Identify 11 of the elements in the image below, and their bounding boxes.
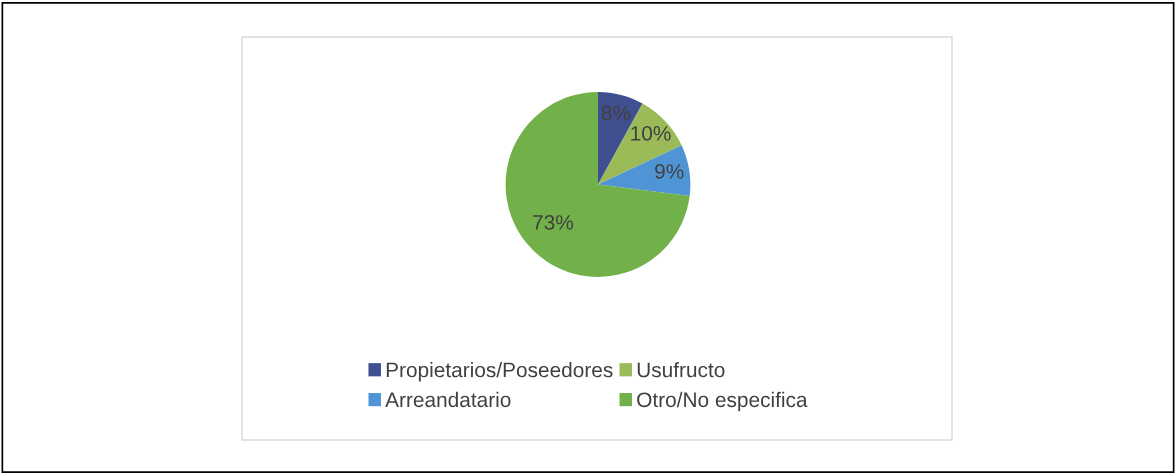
legend-label: Otro/No especifica [637,391,808,412]
data-label: 9% [655,164,684,179]
legend-label: Propietarios/Poseedores [386,361,613,382]
data-label: 8% [601,105,631,121]
pie-slice [505,92,690,277]
legend-label: Usufructo [637,362,725,378]
data-label: 73% [533,215,574,230]
data-label: 10% [631,126,671,141]
pie-slice [598,103,682,185]
legend-label: Arreandatario [385,391,511,408]
pie-slice [598,145,691,197]
